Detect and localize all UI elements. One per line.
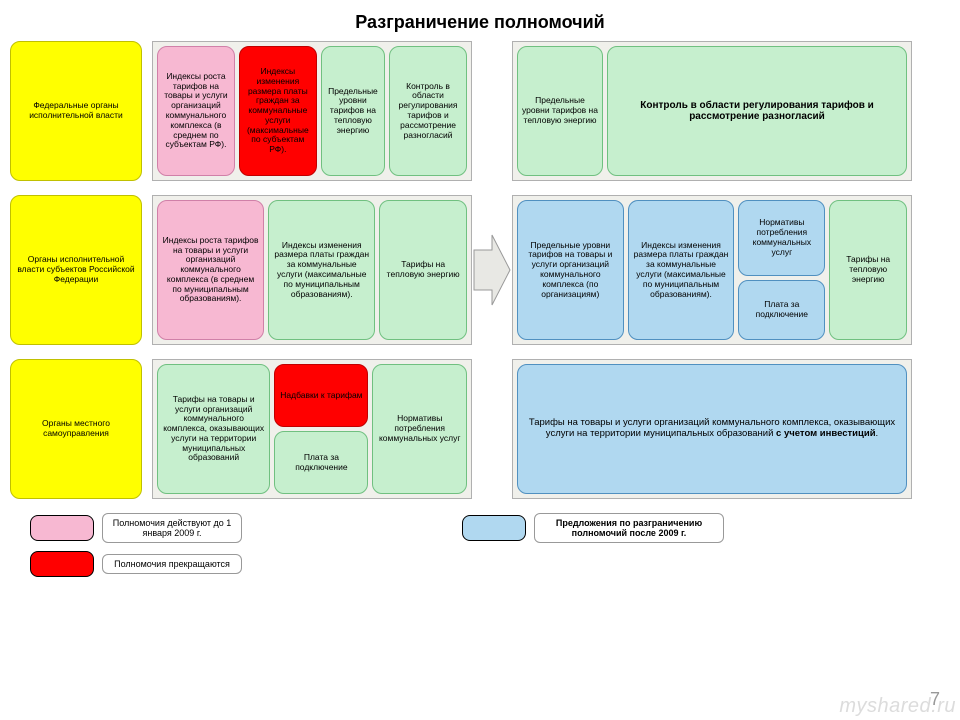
legend-item: Полномочия прекращаются <box>30 551 242 577</box>
arrow <box>472 195 512 345</box>
right-group-2: Предельные уровни тарифов на товары и ус… <box>512 195 912 345</box>
legend-label: Полномочия действуют до 1 января 2009 г. <box>102 513 242 543</box>
diagram-grid: Федеральные органы исполнительной власти… <box>10 41 950 499</box>
card: Индексы роста тарифов на товары и услуги… <box>157 46 235 176</box>
card: Индексы изменения размера платы граждан … <box>239 46 317 176</box>
card: Контроль в области регулирования тарифов… <box>607 46 907 176</box>
legend-item: Предложения по разграничению полномочий … <box>462 513 724 543</box>
swatch-blue <box>462 515 526 541</box>
row-label-local: Органы местного самоуправления <box>10 359 142 499</box>
row-subject: Органы исполнительной власти субъектов Р… <box>10 195 950 345</box>
card: Тарифы на тепловую энергию <box>829 200 907 340</box>
legend: Полномочия действуют до 1 января 2009 г.… <box>30 513 960 577</box>
card: Индексы изменения размера платы граждан … <box>268 200 375 340</box>
swatch-red <box>30 551 94 577</box>
card-text: Тарифы на товары и услуги организаций ко… <box>522 418 902 440</box>
left-group-3: Тарифы на товары и услуги организаций ко… <box>152 359 472 499</box>
legend-right: Предложения по разграничению полномочий … <box>462 513 724 577</box>
card: Предельные уровни тарифов на тепловую эн… <box>321 46 385 176</box>
left-group-1: Индексы роста тарифов на товары и услуги… <box>152 41 472 181</box>
card: Надбавки к тарифам <box>274 364 368 427</box>
card: Предельные уровни тарифов на тепловую эн… <box>517 46 603 176</box>
legend-label: Полномочия прекращаются <box>102 554 242 574</box>
card: Контроль в области регулирования тарифов… <box>389 46 467 176</box>
card: Тарифы на товары и услуги организаций ко… <box>517 364 907 494</box>
page-title: Разграничение полномочий <box>0 0 960 41</box>
right-group-3: Тарифы на товары и услуги организаций ко… <box>512 359 912 499</box>
card: Предельные уровни тарифов на товары и ус… <box>517 200 624 340</box>
card: Индексы роста тарифов на товары и услуги… <box>157 200 264 340</box>
card: Тарифы на тепловую энергию <box>379 200 467 340</box>
card: Нормативы потребления коммунальных услуг <box>372 364 467 494</box>
legend-item: Полномочия действуют до 1 января 2009 г. <box>30 513 242 543</box>
card: Индексы изменения размера платы граждан … <box>628 200 735 340</box>
row-label-subject: Органы исполнительной власти субъектов Р… <box>10 195 142 345</box>
legend-left: Полномочия действуют до 1 января 2009 г.… <box>30 513 242 577</box>
row-label-federal: Федеральные органы исполнительной власти <box>10 41 142 181</box>
left-group-2: Индексы роста тарифов на товары и услуги… <box>152 195 472 345</box>
card: Тарифы на товары и услуги организаций ко… <box>157 364 270 494</box>
card: Плата за подключение <box>738 280 825 340</box>
card: Нормативы потребления коммунальных услуг <box>738 200 825 276</box>
swatch-pink <box>30 515 94 541</box>
right-group-1: Предельные уровни тарифов на тепловую эн… <box>512 41 912 181</box>
row-local: Органы местного самоуправления Тарифы на… <box>10 359 950 499</box>
legend-label: Предложения по разграничению полномочий … <box>534 513 724 543</box>
page-number: 7 <box>930 689 940 710</box>
card: Плата за подключение <box>274 431 368 494</box>
row-federal: Федеральные органы исполнительной власти… <box>10 41 950 181</box>
